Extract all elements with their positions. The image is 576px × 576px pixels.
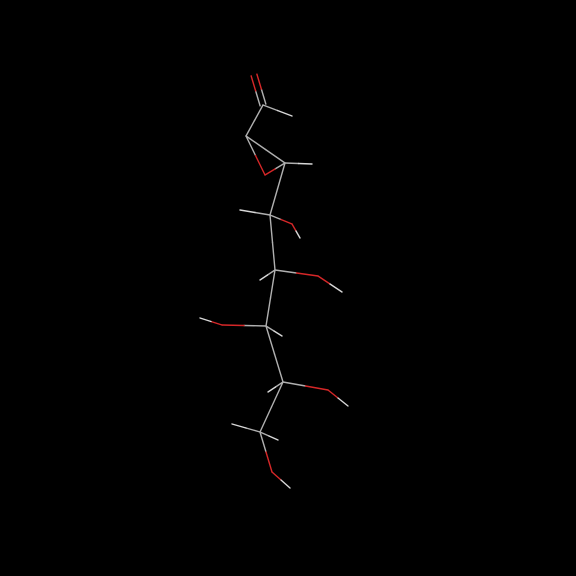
bond-segment — [222, 325, 244, 326]
bond-segment — [232, 424, 246, 428]
bond-segment — [273, 243, 276, 271]
bond-segment — [200, 318, 211, 322]
bond-segment — [269, 436, 278, 440]
bond-segment — [283, 382, 306, 386]
bond-segment — [270, 189, 278, 215]
bond-segment — [240, 210, 255, 213]
bond-segment — [265, 169, 275, 175]
bond-segment — [251, 76, 256, 91]
bond-segment — [306, 386, 329, 390]
bond-segment — [274, 331, 282, 336]
bond-segment — [281, 220, 292, 225]
bond-segment — [292, 224, 296, 231]
bond-segment — [318, 276, 330, 284]
bond-segment — [260, 275, 268, 280]
bond-segment — [255, 105, 264, 121]
molecule-wireframe — [0, 0, 576, 576]
bond-segment — [256, 156, 266, 176]
bond-segment — [246, 121, 255, 137]
bond-segment — [270, 215, 281, 220]
bond-segment — [330, 284, 342, 292]
bond-segment — [255, 213, 270, 216]
bond-segment — [297, 273, 319, 276]
bond-segment — [271, 270, 276, 298]
bond-segment — [281, 480, 290, 488]
bond-segment — [266, 298, 271, 326]
bond-segment — [260, 407, 272, 432]
bond-segment — [275, 354, 284, 382]
bond-segment — [296, 231, 300, 238]
bond-segment — [257, 74, 262, 89]
bond-segment — [244, 326, 266, 327]
bond-segment — [211, 322, 222, 326]
bond-segment — [268, 387, 276, 392]
bond-segment — [256, 91, 261, 106]
bond-segment — [285, 163, 299, 164]
bond-segment — [272, 472, 281, 480]
bond-segment — [275, 270, 297, 273]
bond-segment — [270, 215, 273, 243]
bond-segment — [266, 150, 286, 164]
bond-segment — [338, 398, 348, 406]
bond-segment — [278, 111, 293, 117]
bond-segment — [328, 390, 338, 398]
bond-segment — [261, 89, 266, 104]
bond-segment — [266, 452, 272, 472]
bond-segment — [299, 164, 313, 165]
bond-segment — [246, 428, 260, 432]
bond-segment — [263, 105, 278, 111]
